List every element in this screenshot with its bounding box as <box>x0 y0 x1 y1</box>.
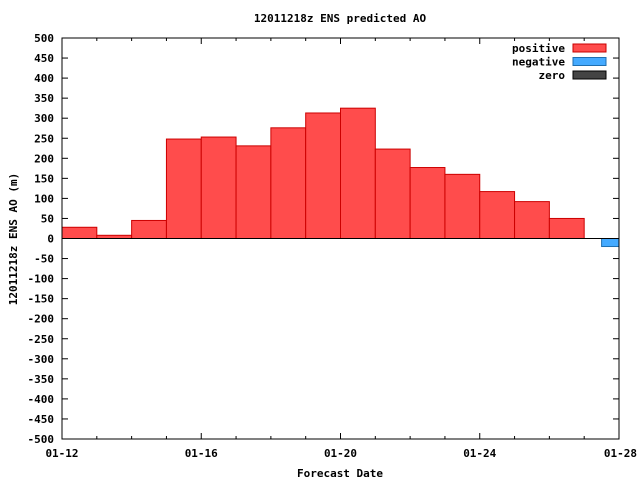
y-tick-label-3: 350 <box>34 92 54 105</box>
bar-3 <box>165 138 202 239</box>
bar-13 <box>514 201 550 239</box>
legend-swatch-positive <box>572 43 607 53</box>
y-tick-label-7: 150 <box>34 172 54 185</box>
y-tick-label-9: 50 <box>41 212 54 225</box>
y-tick-label-6: 200 <box>34 152 54 165</box>
bar-11 <box>444 173 481 239</box>
y-tick-label-10: 0 <box>47 233 54 246</box>
bar-10 <box>409 167 446 239</box>
legend-label-positive: positive <box>512 42 565 55</box>
legend-label-negative: negative <box>512 56 565 69</box>
y-axis-label: 12011218z ENS AO (m) <box>7 173 20 305</box>
y-tick-label-17: -350 <box>28 373 55 386</box>
bars-layer <box>61 107 620 248</box>
y-tick-label-19: -450 <box>28 413 55 426</box>
y-tick-label-15: -250 <box>28 333 55 346</box>
bar-16 <box>601 238 620 248</box>
bar-0 <box>61 226 98 240</box>
x-tick-label-4: 01-28 <box>604 447 637 460</box>
x-tick-label-1: 01-16 <box>185 447 218 460</box>
y-tick-label-2: 400 <box>34 72 54 85</box>
y-tick-label-1: 450 <box>34 52 54 65</box>
legend-swatch-negative <box>572 57 607 66</box>
y-tick-label-0: 500 <box>34 32 54 45</box>
y-tick-label-8: 100 <box>34 192 54 205</box>
bar-4 <box>200 136 237 239</box>
bar-12 <box>479 191 516 239</box>
y-tick-label-18: -400 <box>28 393 55 406</box>
x-tick-label-2: 01-20 <box>324 447 357 460</box>
y-tick-label-16: -300 <box>28 353 55 366</box>
y-tick-label-12: -100 <box>28 273 55 286</box>
bar-8 <box>340 107 376 239</box>
y-tick-label-14: -200 <box>28 313 55 326</box>
x-tick-label-3: 01-24 <box>463 447 496 460</box>
x-tick-label-0: 01-12 <box>45 447 78 460</box>
bar-7 <box>305 112 341 239</box>
bar-6 <box>270 127 307 239</box>
y-tick-label-11: -50 <box>34 253 54 266</box>
y-tick-label-13: -150 <box>28 293 55 306</box>
bar-2 <box>131 219 167 240</box>
legend-swatch-zero <box>572 70 607 80</box>
chart-title: 12011218z ENS predicted AO <box>254 12 427 25</box>
bar-5 <box>235 145 272 239</box>
x-axis: 01-12 01-16 01-20 01-24 01-28 <box>45 38 637 460</box>
y-tick-label-20: -500 <box>28 433 55 446</box>
bar-14 <box>548 217 585 239</box>
x-axis-label: Forecast Date <box>297 467 383 480</box>
y-axis: 500450400350300250200150100500-50-100-15… <box>28 32 619 446</box>
y-tick-label-5: 250 <box>34 132 54 145</box>
legend-label-zero: zero <box>539 69 566 82</box>
y-tick-label-4: 300 <box>34 112 54 125</box>
bar-9 <box>374 148 411 239</box>
